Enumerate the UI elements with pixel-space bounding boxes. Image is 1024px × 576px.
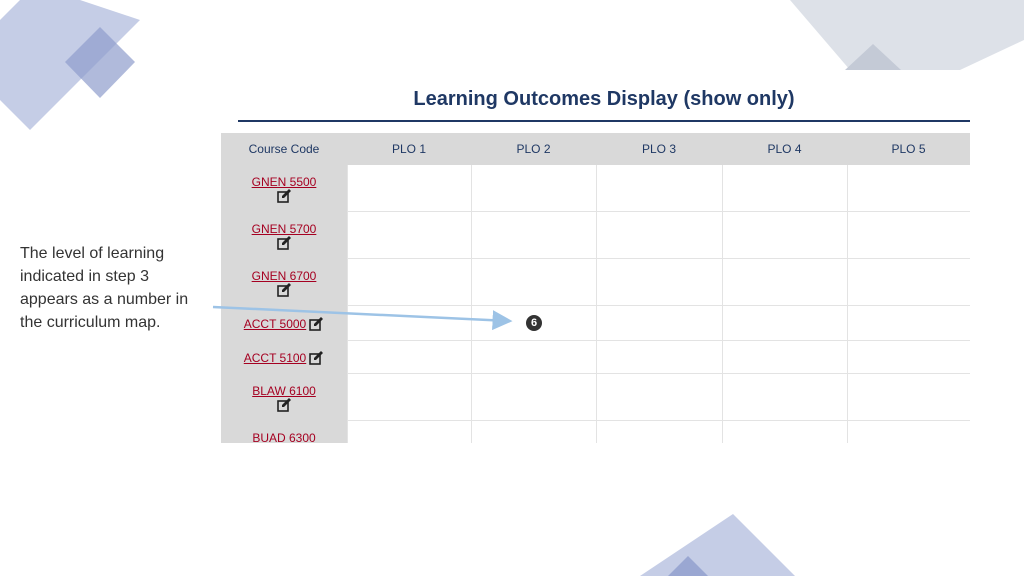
plo-cell <box>347 212 471 259</box>
plo-cell <box>722 165 847 212</box>
plo-cell <box>847 421 970 443</box>
course-cell: GNEN 5500 <box>221 165 347 212</box>
plo-cell <box>471 212 596 259</box>
plo-cell <box>722 341 847 374</box>
course-cell: ACCT 5100 <box>221 341 347 374</box>
screen-title: Learning Outcomes Display (show only) <box>413 88 795 110</box>
diamond <box>668 556 708 576</box>
plo-cell <box>722 421 847 443</box>
level-badge: 6 <box>526 315 542 331</box>
plo-cell <box>596 259 722 306</box>
plo-cell <box>471 259 596 306</box>
diamond <box>65 27 135 98</box>
edit-icon[interactable] <box>276 282 292 297</box>
course-cell: GNEN 5700 <box>221 212 347 259</box>
edit-icon[interactable] <box>276 188 292 203</box>
plo-cell <box>847 259 970 306</box>
caption-line: indicated in step 3 <box>20 268 149 285</box>
plo-cell <box>722 374 847 421</box>
edit-icon[interactable] <box>309 316 324 331</box>
diamond <box>640 514 795 576</box>
course-cell: GNEN 6700 <box>221 259 347 306</box>
column-header: Course Code <box>221 133 347 165</box>
plo-cell <box>347 306 471 341</box>
course-link[interactable]: ACCT 5100 <box>243 350 307 365</box>
plo-cell <box>847 165 970 212</box>
plo-cell <box>722 306 847 341</box>
plo-cell <box>471 165 596 212</box>
caption-line: The level of learning <box>20 245 165 262</box>
course-link[interactable]: ACCT 5000 <box>243 316 307 331</box>
column-header: PLO 1 <box>347 133 471 165</box>
caption: The level of learning indicated in step 3… <box>20 242 188 334</box>
course-link[interactable]: BLAW 6100 <box>252 383 316 398</box>
caption-line: appears as a number in <box>20 291 189 308</box>
plo-cell <box>347 374 471 421</box>
plo-cell <box>596 374 722 421</box>
edit-icon[interactable] <box>276 235 292 250</box>
plo-cell <box>847 374 970 421</box>
plo-cell <box>596 306 722 341</box>
course-cell: BUAD 6300 <box>221 421 347 443</box>
plo-cell <box>847 212 970 259</box>
plo-cell <box>596 421 722 443</box>
course-cell: BLAW 6100 <box>221 374 347 421</box>
plo-cell <box>596 165 722 212</box>
course-link[interactable]: BUAD 6300 <box>252 430 316 444</box>
plo-cell <box>471 421 596 443</box>
plo-cell <box>596 212 722 259</box>
plo-cell <box>347 165 471 212</box>
plo-cell <box>347 341 471 374</box>
column-header: PLO 2 <box>471 133 596 165</box>
plo-cell <box>722 212 847 259</box>
caption-line: the curriculum map. <box>20 314 161 331</box>
plo-cell <box>847 341 970 374</box>
course-link[interactable]: GNEN 5700 <box>251 221 317 236</box>
curriculum-table: Course Code PLO 1 PLO 2 PLO 3 PLO 4 PLO 5 GNEN… <box>221 133 970 443</box>
course-link[interactable]: GNEN 6700 <box>251 268 317 283</box>
plo-cell <box>847 306 970 341</box>
plo-cell <box>347 421 471 443</box>
title-rule <box>238 120 970 122</box>
edit-icon[interactable] <box>276 397 292 412</box>
column-header: PLO 5 <box>847 133 970 165</box>
diamond <box>845 44 901 70</box>
diamond <box>790 0 1024 70</box>
plo-cell <box>471 341 596 374</box>
column-header: PLO 3 <box>596 133 722 165</box>
column-header: PLO 4 <box>722 133 847 165</box>
edit-icon[interactable] <box>309 350 324 365</box>
plo-cell <box>471 374 596 421</box>
plo-cell: 6 <box>471 306 596 341</box>
plo-cell <box>596 341 722 374</box>
plo-cell <box>347 259 471 306</box>
plo-cell <box>722 259 847 306</box>
course-link[interactable]: GNEN 5500 <box>251 174 317 189</box>
